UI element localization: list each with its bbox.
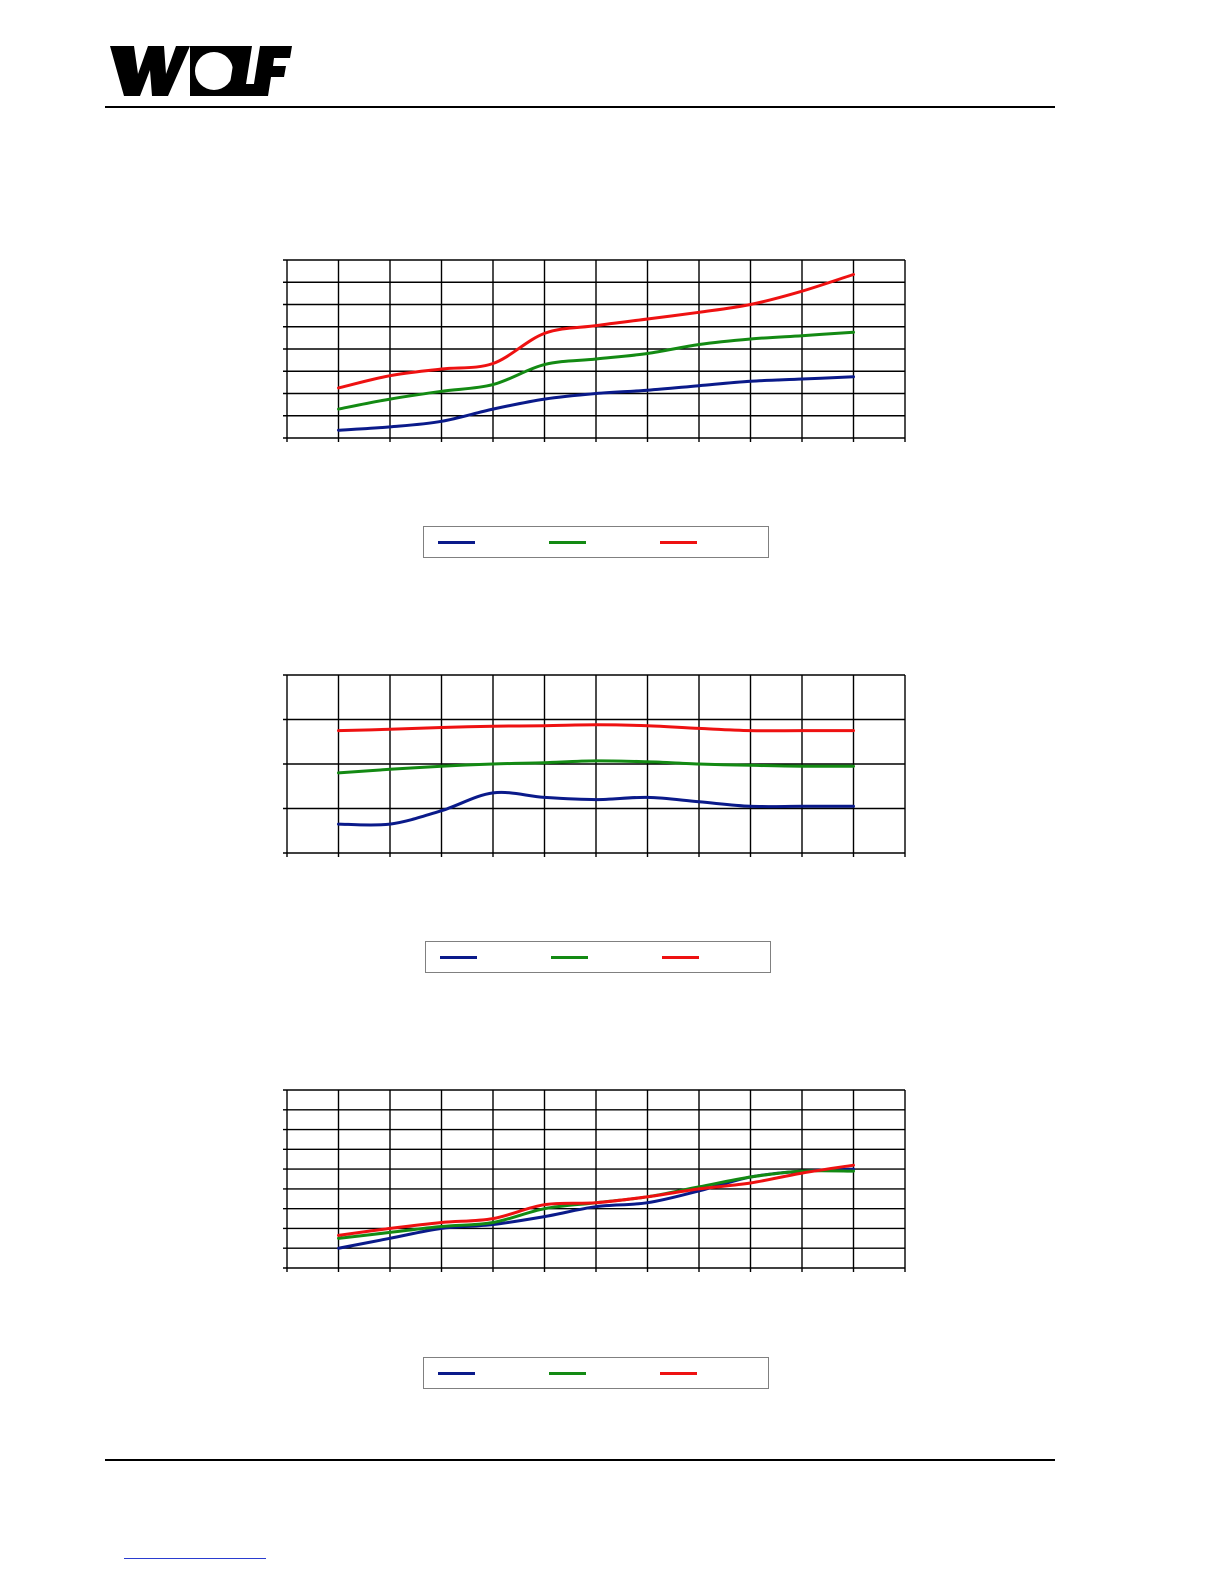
header-rule <box>105 106 1055 108</box>
legend-swatch <box>438 541 475 544</box>
series-3-line <box>337 1163 855 1237</box>
legend-swatch <box>438 1372 475 1375</box>
legend-swatch <box>660 541 697 544</box>
legend-swatch <box>440 956 477 959</box>
series-3-line <box>337 723 855 733</box>
series-3-line <box>337 273 855 390</box>
chart-2 <box>283 674 906 857</box>
footer-link[interactable] <box>124 1558 266 1559</box>
chart-3 <box>283 1089 906 1272</box>
wolf-logo <box>110 46 292 96</box>
footer-rule <box>105 1459 1055 1461</box>
legend-swatch <box>549 541 586 544</box>
legend-swatch <box>662 956 699 959</box>
chart-1-legend <box>423 526 769 558</box>
chart-3-legend <box>423 1357 769 1389</box>
series-2-line <box>337 759 855 775</box>
series-2-line <box>337 330 855 411</box>
series-1-line <box>337 790 855 827</box>
chart-2-legend <box>425 941 771 973</box>
series-1-line <box>337 375 855 432</box>
legend-swatch <box>660 1372 697 1375</box>
legend-swatch <box>549 1372 586 1375</box>
legend-swatch <box>551 956 588 959</box>
chart-1 <box>283 259 906 442</box>
